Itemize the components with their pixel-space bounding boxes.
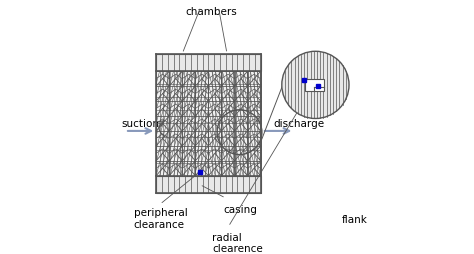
Polygon shape	[156, 72, 169, 87]
Polygon shape	[156, 161, 169, 176]
Polygon shape	[195, 87, 209, 102]
Polygon shape	[235, 87, 247, 102]
Polygon shape	[247, 117, 261, 131]
Polygon shape	[195, 72, 209, 87]
Polygon shape	[235, 146, 247, 161]
Polygon shape	[169, 161, 182, 176]
Polygon shape	[182, 102, 195, 117]
Text: peripheral: peripheral	[134, 207, 187, 217]
Polygon shape	[221, 117, 235, 131]
Polygon shape	[247, 102, 261, 117]
Polygon shape	[235, 72, 247, 87]
Text: radial: radial	[212, 232, 242, 242]
Bar	[305, 79, 324, 92]
Text: flank: flank	[342, 214, 367, 225]
Polygon shape	[182, 161, 195, 176]
Text: clearence: clearence	[212, 243, 263, 253]
Polygon shape	[247, 146, 261, 161]
Polygon shape	[221, 146, 235, 161]
Polygon shape	[195, 117, 209, 131]
Polygon shape	[235, 117, 247, 131]
Polygon shape	[169, 87, 182, 102]
Polygon shape	[209, 102, 221, 117]
Text: casing: casing	[223, 204, 257, 215]
Polygon shape	[169, 131, 182, 146]
Polygon shape	[235, 102, 247, 117]
Polygon shape	[156, 146, 169, 161]
Polygon shape	[221, 161, 235, 176]
Polygon shape	[209, 87, 221, 102]
Polygon shape	[209, 161, 221, 176]
Polygon shape	[169, 146, 182, 161]
Text: discharge: discharge	[273, 119, 324, 129]
Polygon shape	[156, 87, 169, 102]
Polygon shape	[195, 146, 209, 161]
Bar	[156, 176, 261, 193]
Text: suction: suction	[121, 119, 159, 129]
Polygon shape	[195, 102, 209, 117]
Polygon shape	[247, 161, 261, 176]
Polygon shape	[209, 146, 221, 161]
Polygon shape	[209, 117, 221, 131]
Polygon shape	[156, 102, 169, 117]
Polygon shape	[195, 161, 209, 176]
Polygon shape	[195, 131, 209, 146]
Polygon shape	[182, 72, 195, 87]
Polygon shape	[182, 131, 195, 146]
Polygon shape	[221, 131, 235, 146]
Polygon shape	[221, 102, 235, 117]
Polygon shape	[182, 146, 195, 161]
Polygon shape	[169, 72, 182, 87]
Polygon shape	[235, 161, 247, 176]
Polygon shape	[221, 72, 235, 87]
Polygon shape	[209, 72, 221, 87]
Polygon shape	[235, 131, 247, 146]
Polygon shape	[169, 102, 182, 117]
Polygon shape	[156, 131, 169, 146]
Circle shape	[282, 52, 349, 119]
Polygon shape	[247, 131, 261, 146]
Polygon shape	[247, 72, 261, 87]
Polygon shape	[182, 117, 195, 131]
Bar	[156, 55, 261, 72]
Polygon shape	[169, 117, 182, 131]
Text: clearance: clearance	[134, 219, 185, 229]
Polygon shape	[247, 87, 261, 102]
Text: chambers: chambers	[185, 7, 237, 18]
Polygon shape	[182, 87, 195, 102]
Polygon shape	[156, 117, 169, 131]
Polygon shape	[221, 87, 235, 102]
Polygon shape	[209, 131, 221, 146]
